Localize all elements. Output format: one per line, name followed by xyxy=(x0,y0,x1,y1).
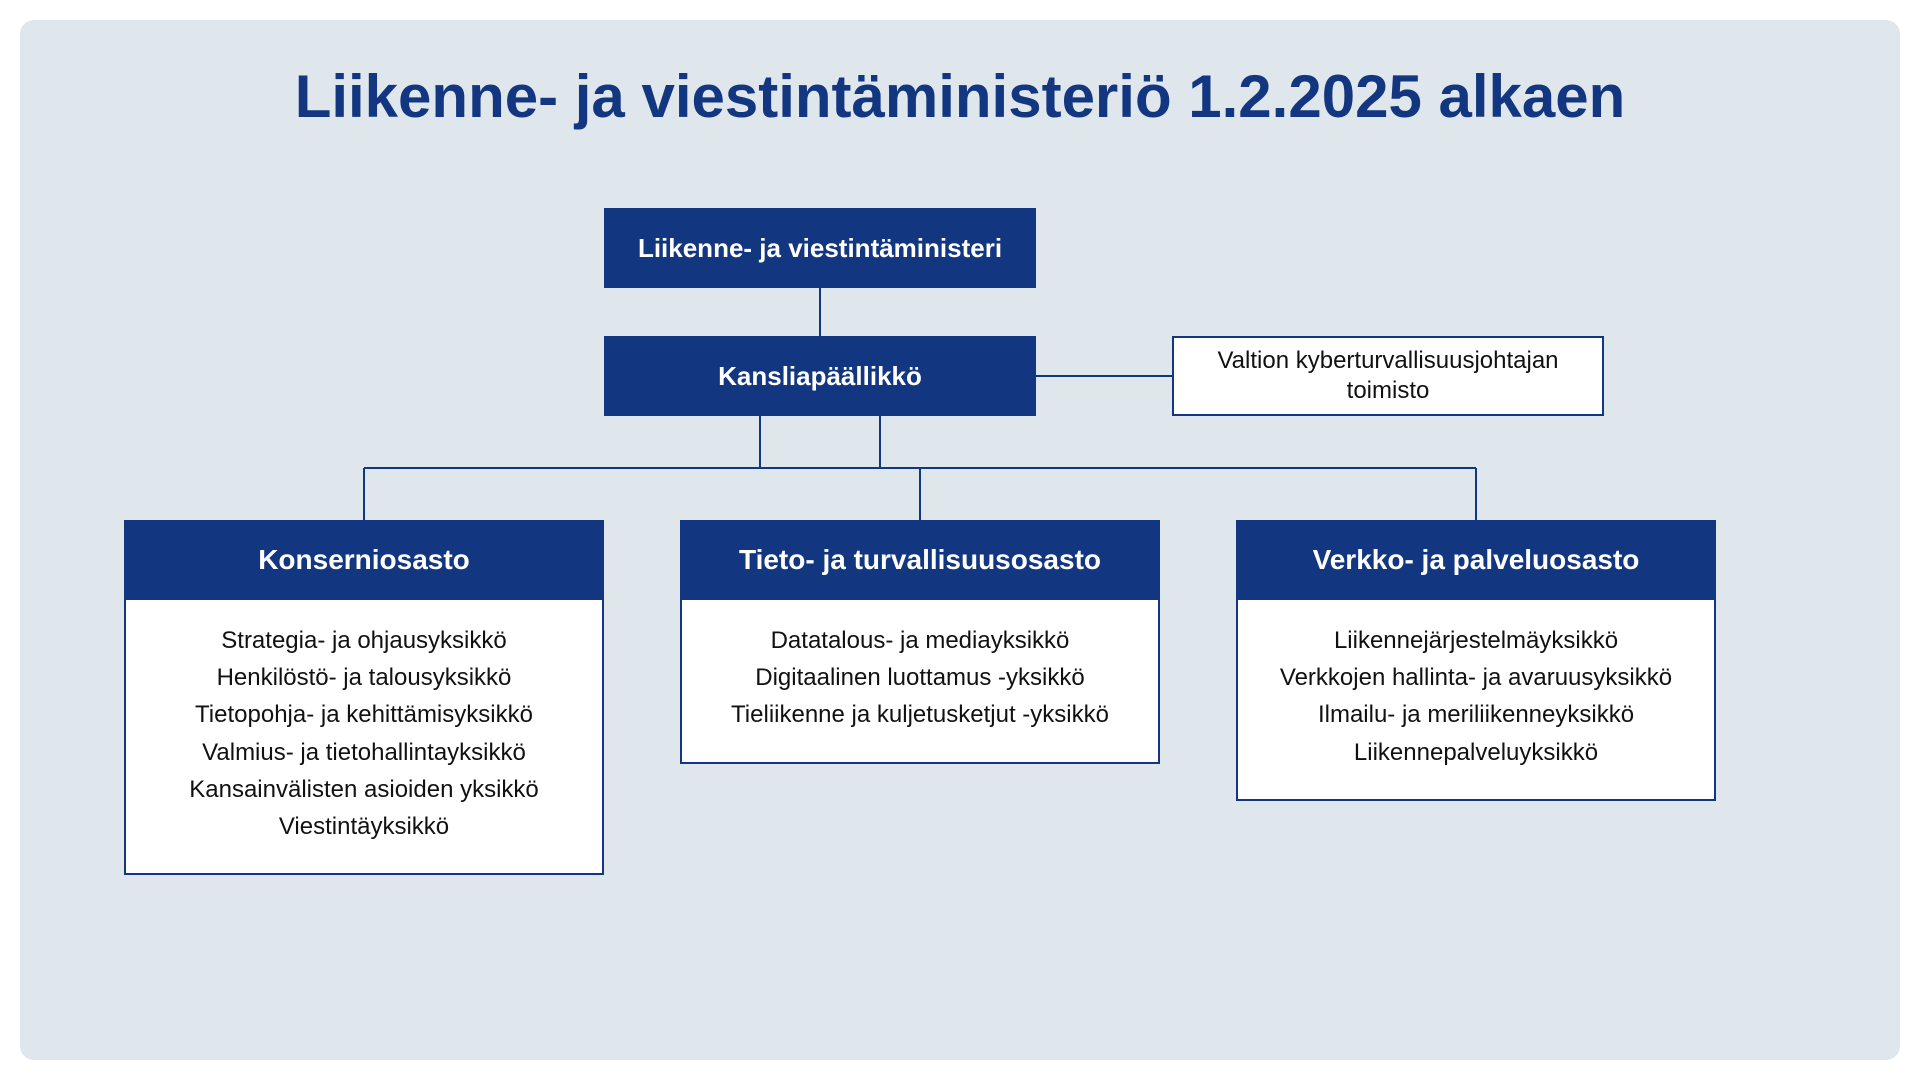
department-konserniosasto: Konserniosasto Strategia- ja ohjausyksik… xyxy=(124,520,604,875)
unit-item: Datatalous- ja mediayksikkö xyxy=(702,622,1138,659)
department-body: Strategia- ja ohjausyksikkö Henkilöstö- … xyxy=(124,600,604,875)
department-header: Konserniosasto xyxy=(124,520,604,600)
unit-item: Digitaalinen luottamus -yksikkö xyxy=(702,659,1138,696)
department-header-label: Konserniosasto xyxy=(258,544,470,576)
department-header: Verkko- ja palveluosasto xyxy=(1236,520,1716,600)
department-body: Liikennejärjestelmäyksikkö Verkkojen hal… xyxy=(1236,600,1716,801)
unit-item: Verkkojen hallinta- ja avaruusyksikkö xyxy=(1258,659,1694,696)
node-minister: Liikenne- ja viestintäministeri xyxy=(604,208,1036,288)
department-verkko-palvelu: Verkko- ja palveluosasto Liikennejärjest… xyxy=(1236,520,1716,801)
node-minister-label: Liikenne- ja viestintäministeri xyxy=(638,232,1002,265)
unit-item: Liikennejärjestelmäyksikkö xyxy=(1258,622,1694,659)
node-cyber-office: Valtion kyberturvallisuusjohtajan toimis… xyxy=(1172,336,1604,416)
node-secretary-label: Kansliapäällikkö xyxy=(718,360,922,393)
unit-item: Valmius- ja tietohallintayksikkö xyxy=(146,734,582,771)
connector-line xyxy=(1036,375,1172,377)
unit-item: Tietopohja- ja kehittämisyksikkö xyxy=(146,696,582,733)
connector-line xyxy=(1475,468,1477,520)
unit-item: Strategia- ja ohjausyksikkö xyxy=(146,622,582,659)
unit-item: Kansainvälisten asioiden yksikkö xyxy=(146,771,582,808)
department-header-label: Tieto- ja turvallisuusosasto xyxy=(739,544,1101,576)
unit-item: Henkilöstö- ja talousyksikkö xyxy=(146,659,582,696)
unit-item: Viestintäyksikkö xyxy=(146,808,582,845)
connector-line xyxy=(919,468,921,520)
department-header-label: Verkko- ja palveluosasto xyxy=(1313,544,1640,576)
connector-line xyxy=(879,416,881,468)
department-header: Tieto- ja turvallisuusosasto xyxy=(680,520,1160,600)
unit-item: Ilmailu- ja meriliikenneyksikkö xyxy=(1258,696,1694,733)
department-tieto-turvallisuus: Tieto- ja turvallisuusosasto Datatalous-… xyxy=(680,520,1160,764)
node-cyber-office-label: Valtion kyberturvallisuusjohtajan toimis… xyxy=(1186,346,1590,406)
connector-line xyxy=(759,416,761,468)
org-chart-canvas: Liikenne- ja viestintäministeriö 1.2.202… xyxy=(0,0,1920,1080)
node-secretary: Kansliapäällikkö xyxy=(604,336,1036,416)
unit-item: Liikennepalveluyksikkö xyxy=(1258,734,1694,771)
connector-line xyxy=(819,288,821,336)
chart-title: Liikenne- ja viestintäministeriö 1.2.202… xyxy=(20,62,1900,131)
unit-item: Tieliikenne ja kuljetusketjut -yksikkö xyxy=(702,696,1138,733)
connector-line xyxy=(363,468,365,520)
department-body: Datatalous- ja mediayksikkö Digitaalinen… xyxy=(680,600,1160,764)
